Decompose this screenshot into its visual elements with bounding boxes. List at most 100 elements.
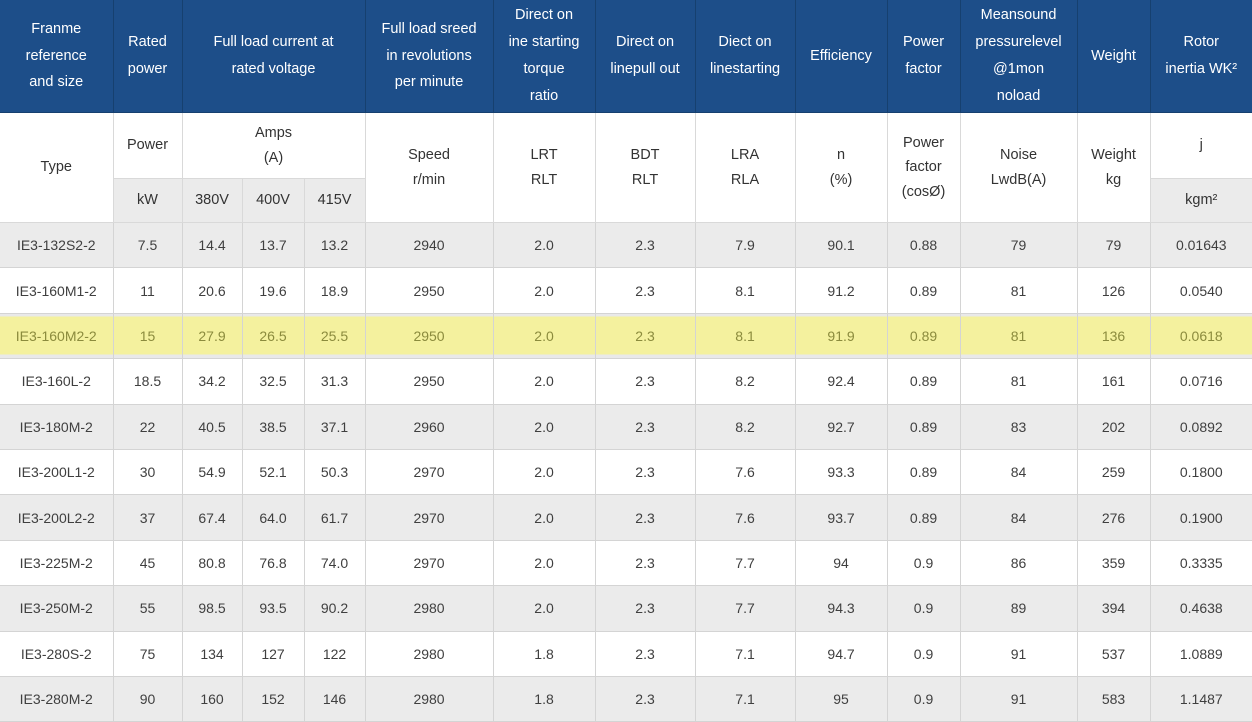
cell-noise-lwdba: 91 (959, 630, 1078, 677)
cell-power-factor: 0.9 (886, 585, 961, 632)
table-row-highlighted: IE3-160M2-2 15 27.9 26.5 25.5 2950 2.0 2.3 8.1 91… (0, 312, 1252, 360)
subheader-power: Power (112, 112, 183, 179)
cell-weight-kg: 79 (1076, 221, 1151, 269)
subheader-noise: Noise LwdB(A) (959, 112, 1078, 223)
cell-type: IE3-280S-2 (0, 630, 114, 677)
table-row: IE3-250M-2 55 98.5 93.5 90.2 2980 2.0 2.3 7.7 94.… (0, 585, 1252, 632)
cell-lrt-rlt: 2.0 (492, 221, 596, 269)
subheader-efficiency-n: n (%) (794, 112, 888, 223)
cell-amps-415v: 50.3 (303, 448, 366, 496)
cell-lrt-rlt: 2.0 (492, 358, 596, 405)
cell-type: IE3-160M2-2 (0, 312, 114, 360)
col-header-weight: Weight (1076, 0, 1151, 113)
cell-rotor-inertia-kgm2: 0.0892 (1149, 403, 1252, 450)
cell-amps-415v: 90.2 (303, 585, 366, 632)
cell-type: IE3-200L1-2 (0, 448, 114, 496)
cell-efficiency-pct: 93.3 (794, 448, 888, 496)
cell-lra-rla: 7.7 (694, 539, 796, 587)
cell-rotor-inertia-kgm2: 1.1487 (1149, 675, 1252, 722)
cell-bdt-rlt: 2.3 (594, 221, 696, 269)
col-header-starting-torque: Direct on ine starting torque ratio (492, 0, 596, 113)
table-row: IE3-200L2-2 37 67.4 64.0 61.7 2970 2.0 2.3 7.6 93… (0, 494, 1252, 541)
cell-power-factor: 0.89 (886, 358, 961, 405)
cell-speed-rpm: 2980 (364, 675, 494, 722)
cell-amps-415v: 25.5 (303, 312, 366, 360)
cell-type: IE3-225M-2 (0, 539, 114, 587)
cell-amps-415v: 13.2 (303, 221, 366, 269)
cell-noise-lwdba: 89 (959, 585, 1078, 632)
cell-amps-415v: 37.1 (303, 403, 366, 450)
cell-type: IE3-200L2-2 (0, 494, 114, 541)
col-header-noise: Meansound pressurelevel @1mon noload (959, 0, 1078, 113)
cell-amps-415v: 18.9 (303, 267, 366, 314)
cell-rotor-inertia-kgm2: 0.0618 (1149, 312, 1252, 360)
cell-amps-415v: 31.3 (303, 358, 366, 405)
subheader-j: j (1149, 112, 1252, 179)
cell-power-factor: 0.89 (886, 494, 961, 541)
cell-efficiency-pct: 94.3 (794, 585, 888, 632)
cell-amps-415v: 146 (303, 675, 366, 722)
unit-415v: 415V (303, 178, 366, 223)
cell-rotor-inertia-kgm2: 0.0716 (1149, 358, 1252, 405)
subheader-lra: LRA RLA (694, 112, 796, 223)
cell-amps-380v: 98.5 (181, 585, 243, 632)
cell-amps-380v: 54.9 (181, 448, 243, 496)
cell-lrt-rlt: 1.8 (492, 630, 596, 677)
subheader-lrt: LRT RLT (492, 112, 596, 223)
table-row: IE3-132S2-2 7.5 14.4 13.7 13.2 2940 2.0 2.3 7.9 9… (0, 221, 1252, 269)
cell-amps-380v: 80.8 (181, 539, 243, 587)
cell-amps-400v: 38.5 (241, 403, 305, 450)
col-header-power-factor: Power factor (886, 0, 961, 113)
cell-lra-rla: 8.2 (694, 403, 796, 450)
subheader-weight: Weight kg (1076, 112, 1151, 223)
subheader-bdt: BDT RLT (594, 112, 696, 223)
cell-bdt-rlt: 2.3 (594, 630, 696, 677)
cell-power-kw: 55 (112, 585, 183, 632)
cell-speed-rpm: 2970 (364, 494, 494, 541)
cell-efficiency-pct: 91.2 (794, 267, 888, 314)
cell-rotor-inertia-kgm2: 0.4638 (1149, 585, 1252, 632)
cell-type: IE3-132S2-2 (0, 221, 114, 269)
cell-lra-rla: 7.7 (694, 585, 796, 632)
cell-weight-kg: 583 (1076, 675, 1151, 722)
unit-kgm2: kgm² (1149, 178, 1252, 223)
cell-noise-lwdba: 84 (959, 448, 1078, 496)
cell-rotor-inertia-kgm2: 0.01643 (1149, 221, 1252, 269)
table-row: IE3-160M1-2 11 20.6 19.6 18.9 2950 2.0 2.3 8.1 91… (0, 267, 1252, 314)
cell-speed-rpm: 2950 (364, 312, 494, 360)
cell-power-kw: 7.5 (112, 221, 183, 269)
table-row: IE3-200L1-2 30 54.9 52.1 50.3 2970 2.0 2.3 7.6 93… (0, 448, 1252, 496)
cell-power-factor: 0.9 (886, 630, 961, 677)
cell-noise-lwdba: 91 (959, 675, 1078, 722)
col-header-full-load-current: Full load current at rated voltage (181, 0, 366, 113)
cell-power-kw: 45 (112, 539, 183, 587)
unit-kw: kW (112, 178, 183, 223)
unit-380v: 380V (181, 178, 243, 223)
cell-type: IE3-180M-2 (0, 403, 114, 450)
cell-speed-rpm: 2950 (364, 358, 494, 405)
cell-bdt-rlt: 2.3 (594, 494, 696, 541)
cell-weight-kg: 202 (1076, 403, 1151, 450)
subheader-power-factor: Power factor (cosØ) (886, 112, 961, 223)
cell-power-kw: 15 (112, 312, 183, 360)
cell-weight-kg: 359 (1076, 539, 1151, 587)
cell-rotor-inertia-kgm2: 0.1900 (1149, 494, 1252, 541)
cell-speed-rpm: 2940 (364, 221, 494, 269)
cell-bdt-rlt: 2.3 (594, 358, 696, 405)
cell-lra-rla: 8.2 (694, 358, 796, 405)
table-row: IE3-225M-2 45 80.8 76.8 74.0 2970 2.0 2.3 7.7 94 0… (0, 539, 1252, 587)
cell-amps-400v: 76.8 (241, 539, 305, 587)
cell-amps-400v: 152 (241, 675, 305, 722)
cell-amps-400v: 64.0 (241, 494, 305, 541)
cell-weight-kg: 394 (1076, 585, 1151, 632)
cell-lrt-rlt: 2.0 (492, 494, 596, 541)
cell-speed-rpm: 2970 (364, 448, 494, 496)
cell-noise-lwdba: 79 (959, 221, 1078, 269)
cell-power-kw: 18.5 (112, 358, 183, 405)
cell-power-kw: 30 (112, 448, 183, 496)
cell-bdt-rlt: 2.3 (594, 267, 696, 314)
cell-amps-400v: 127 (241, 630, 305, 677)
cell-amps-400v: 52.1 (241, 448, 305, 496)
cell-lra-rla: 8.1 (694, 312, 796, 360)
cell-power-factor: 0.89 (886, 448, 961, 496)
